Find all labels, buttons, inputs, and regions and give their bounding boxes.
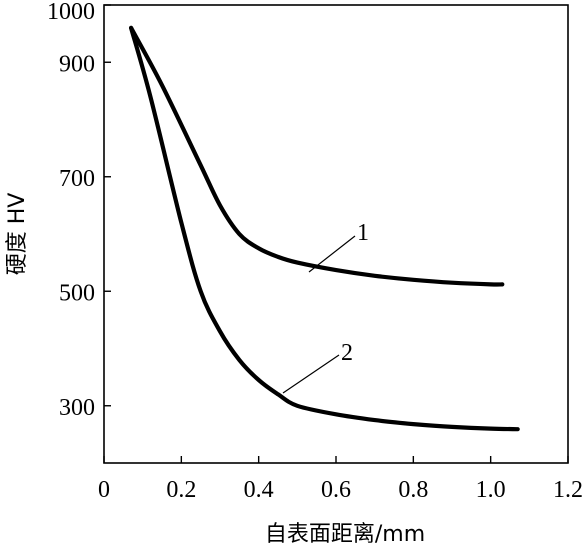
- y-tick-label: 300: [59, 395, 95, 421]
- series-1-line: [129, 25, 505, 287]
- series-layer: [129, 25, 520, 432]
- y-axis-title: 硬度 HV: [5, 193, 30, 276]
- series-1-leader-line: [308, 235, 356, 273]
- x-tick-label: 0.4: [244, 477, 274, 503]
- series-2-label: 2: [341, 340, 353, 366]
- x-tick-label: 0.2: [166, 477, 196, 503]
- x-axis-title: 自表面距离/mm: [265, 522, 425, 547]
- y-tick-label: 1000: [47, 0, 95, 25]
- x-tick-label: 1.2: [553, 477, 583, 503]
- x-tick-label: 0.6: [321, 477, 351, 503]
- series-1-label: 1: [357, 220, 369, 246]
- x-tick-label: 0.8: [398, 477, 428, 503]
- y-tick-label: 500: [59, 280, 95, 306]
- y-tick-label: 900: [59, 51, 95, 77]
- y-tick-label: 700: [59, 166, 95, 192]
- x-axis-ticks: 0 0.2 0.4 0.6 0.8 1.0 1.2: [98, 456, 583, 503]
- x-tick-label: 0: [98, 477, 110, 503]
- y-axis-ticks: 300 500 700 900 1000: [47, 0, 111, 421]
- series-2-line: [129, 25, 520, 432]
- x-tick-label: 1.0: [476, 477, 506, 503]
- series-2-leader-line: [282, 354, 340, 394]
